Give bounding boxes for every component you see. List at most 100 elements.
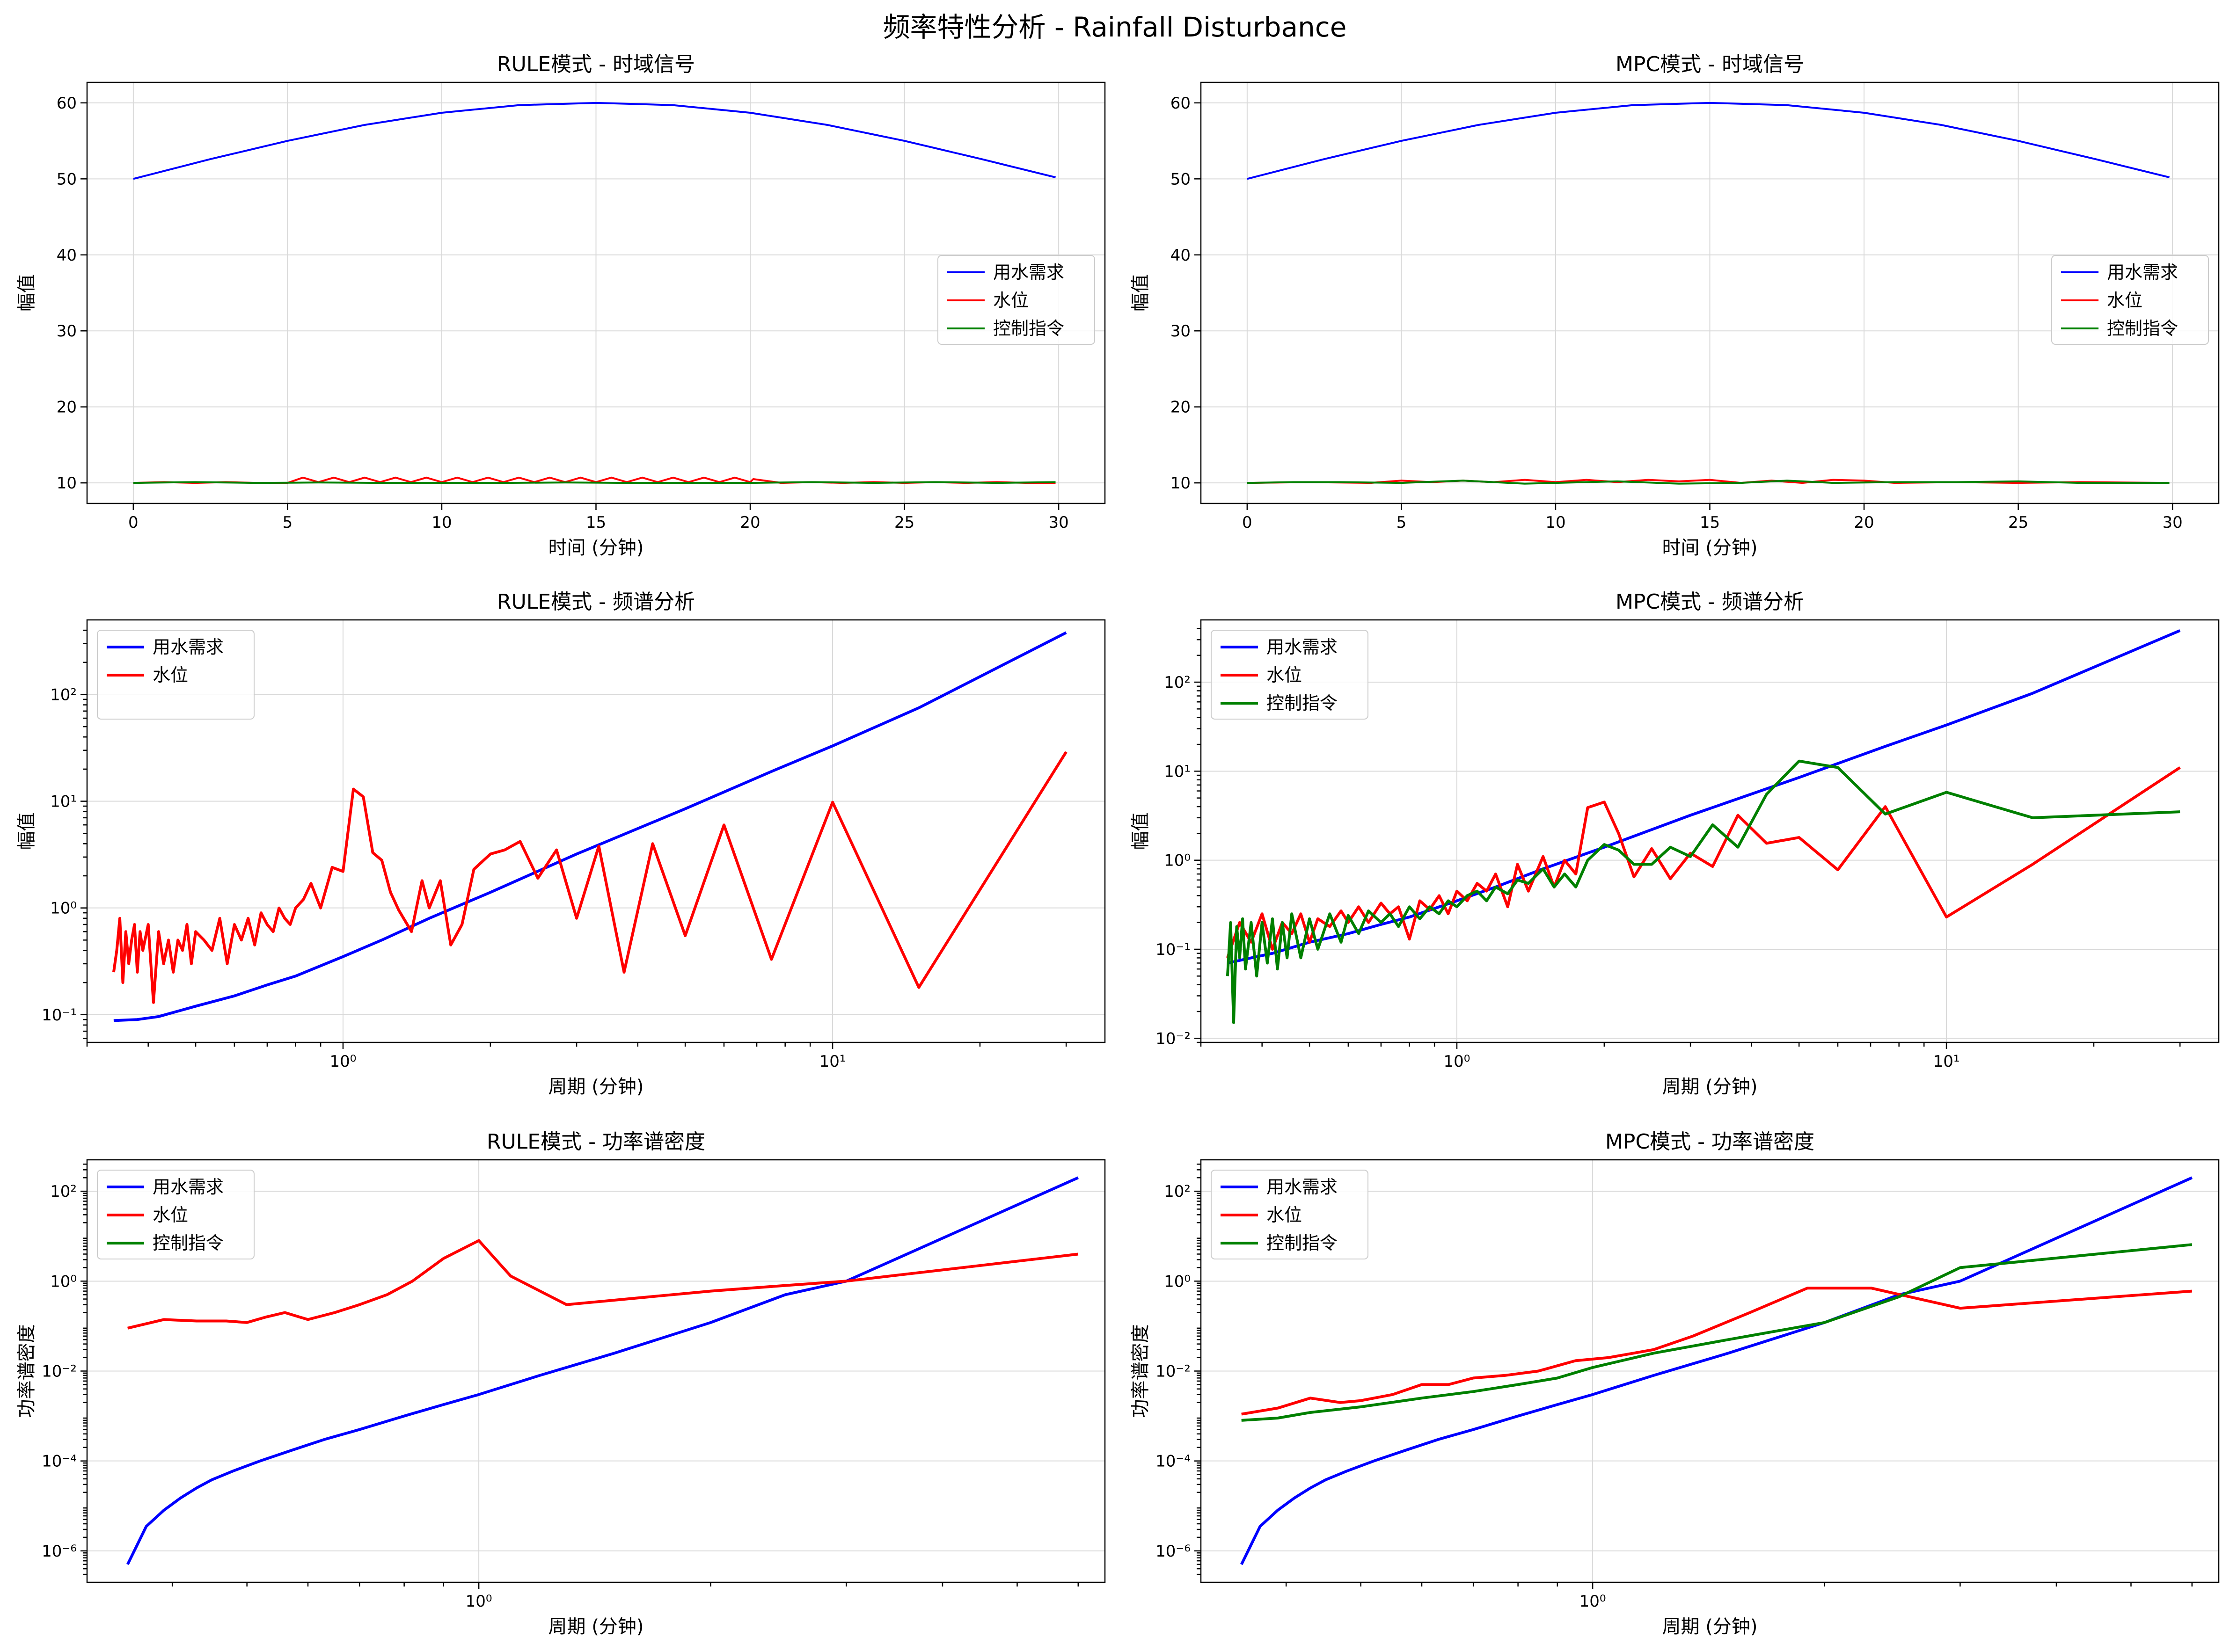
y-axis: 10⁻⁶ 10⁻⁴ 10⁻² 10⁰ 10² 功率谱密度 [16, 1182, 87, 1561]
x-tick-label: 30 [2163, 513, 2183, 532]
y-tick-label: 10⁰ [1164, 851, 1191, 870]
x-tick-label: 25 [894, 513, 914, 532]
series-line-2 [1247, 480, 2170, 485]
legend-label: 控制指令 [153, 1233, 224, 1253]
x-tick-label: 15 [1700, 513, 1720, 532]
gridlines [87, 620, 1105, 1042]
x-tick-label: 10¹ [819, 1052, 846, 1071]
x-axis-label: 周期 (分钟) [1662, 1076, 1758, 1098]
x-tick-label: 10⁰ [1444, 1052, 1470, 1071]
legend-label: 水位 [993, 290, 1029, 311]
y-tick-label: 10⁻² [42, 1362, 77, 1381]
x-axis: 0 5 10 15 20 25 30 时间 (分钟) [128, 503, 1069, 559]
y-tick-label: 30 [57, 322, 77, 341]
y-tick-label: 10² [50, 685, 77, 704]
y-tick-label: 10⁻² [1155, 1362, 1191, 1381]
series-group [133, 102, 1056, 484]
plot-frame [86, 619, 1106, 1043]
x-tick-label: 20 [740, 513, 760, 532]
x-tick-label: 10⁰ [330, 1052, 357, 1071]
y-axis-label: 功率谱密度 [16, 1325, 37, 1418]
y-axis: 10⁻⁶ 10⁻⁴ 10⁻² 10⁰ 10² 功率谱密度 [1130, 1182, 1201, 1561]
y-tick-label: 10 [57, 474, 77, 493]
legend-label: 用水需求 [153, 637, 224, 657]
subplot-mpc-spectrum: 10⁰ 10¹ 周期 (分钟) 10⁻² 10⁻¹ 10⁰ 10¹ 10² 幅值 MPC模式 - … [1130, 590, 2220, 1098]
y-tick-label: 10² [1164, 673, 1191, 692]
y-tick-label: 10⁻¹ [1155, 940, 1191, 959]
y-tick-label: 10⁻⁶ [1155, 1542, 1191, 1561]
legend-label: 用水需求 [153, 1177, 224, 1197]
minor-ticks [1197, 1164, 2193, 1587]
series-line-2 [1241, 1243, 2193, 1422]
subplot-title: RULE模式 - 频谱分析 [497, 590, 695, 614]
series-group [1226, 629, 2181, 1024]
y-tick-label: 10⁻¹ [42, 1006, 77, 1025]
plot-frame [1200, 619, 2220, 1043]
subplot-title: MPC模式 - 频谱分析 [1616, 590, 1804, 614]
x-tick-label: 0 [1242, 513, 1252, 532]
series-line-0 [1247, 102, 2170, 180]
subplot-title: MPC模式 - 功率谱密度 [1605, 1130, 1814, 1154]
y-tick-label: 60 [1170, 94, 1191, 113]
x-axis-label: 周期 (分钟) [1662, 1616, 1758, 1637]
y-tick-label: 50 [1170, 170, 1191, 189]
y-tick-label: 40 [1170, 246, 1191, 265]
subplot-mpc-psd: 10⁰ 周期 (分钟) 10⁻⁶ 10⁻⁴ 10⁻² 10⁰ 10² 功率谱密度 MPC模式 -… [1130, 1130, 2220, 1637]
y-axis: 10⁻¹ 10⁰ 10¹ 10² 幅值 [16, 685, 87, 1025]
series-line-1 [1226, 766, 2181, 959]
y-axis-label: 幅值 [1130, 274, 1151, 312]
x-axis-label: 周期 (分钟) [548, 1076, 644, 1098]
y-tick-label: 10⁰ [50, 899, 77, 918]
subplot-mpc-time: 0 5 10 15 20 25 30 时间 (分钟) 10 20 30 40 50 60 幅值 MPC模式 -… [1130, 52, 2220, 559]
series-line-0 [126, 1176, 1079, 1565]
y-axis: 10 20 30 40 50 60 幅值 [16, 94, 87, 493]
figure-suptitle: 频率特性分析 - Rainfall Disturbance [883, 11, 1347, 43]
subplot-title: RULE模式 - 功率谱密度 [487, 1130, 705, 1154]
x-tick-label: 20 [1854, 513, 1874, 532]
series-group [126, 1176, 1079, 1565]
subplot-title: RULE模式 - 时域信号 [497, 52, 695, 76]
minor-ticks [83, 629, 1067, 1047]
x-axis: 10⁰ 10¹ 周期 (分钟) [1444, 1042, 1960, 1098]
y-axis-label: 功率谱密度 [1130, 1325, 1151, 1418]
legend-box [97, 630, 255, 720]
legend-label: 控制指令 [993, 318, 1064, 339]
y-tick-label: 10⁻⁶ [42, 1542, 77, 1561]
legend-label: 水位 [153, 1205, 188, 1225]
series-line-1 [127, 1239, 1079, 1330]
y-tick-label: 10⁻⁴ [1155, 1452, 1191, 1471]
series-line-0 [113, 631, 1067, 1022]
x-tick-label: 10⁰ [1579, 1592, 1606, 1611]
x-tick-label: 10¹ [1933, 1052, 1960, 1071]
subplot-rule-time: 0 5 10 15 20 25 30 时间 (分钟) 10 20 30 40 50 60 幅值 RULE模式 … [16, 52, 1106, 559]
x-axis: 10⁰ 周期 (分钟) [466, 1582, 643, 1637]
x-tick-label: 0 [128, 513, 139, 532]
x-tick-label: 5 [1396, 513, 1407, 532]
legend-label: 用水需求 [1266, 1177, 1338, 1197]
series-line-2 [1226, 759, 2180, 1024]
x-tick-label: 5 [283, 513, 293, 532]
series-group [1240, 1176, 2193, 1565]
x-axis-label: 时间 (分钟) [548, 537, 644, 559]
y-tick-label: 10⁻² [1155, 1029, 1191, 1048]
legend-box [1211, 1170, 1368, 1259]
y-tick-label: 40 [57, 246, 77, 265]
x-tick-label: 10 [431, 513, 452, 532]
y-tick-label: 20 [57, 398, 77, 417]
legend-label: 水位 [2107, 290, 2142, 311]
x-axis: 10⁰ 周期 (分钟) [1579, 1582, 1758, 1637]
subplot-title: MPC模式 - 时域信号 [1616, 52, 1804, 76]
y-tick-label: 10² [1164, 1182, 1191, 1201]
legend-box [1211, 630, 1368, 720]
y-tick-label: 50 [57, 170, 77, 189]
y-tick-label: 60 [57, 94, 77, 113]
y-tick-label: 10⁰ [1164, 1272, 1191, 1291]
x-tick-label: 25 [2008, 513, 2028, 532]
series-line-1 [1241, 1287, 2193, 1416]
y-axis: 10⁻² 10⁻¹ 10⁰ 10¹ 10² 幅值 [1130, 673, 1201, 1048]
legend-box [937, 255, 1095, 345]
series-line-1 [112, 751, 1067, 1004]
